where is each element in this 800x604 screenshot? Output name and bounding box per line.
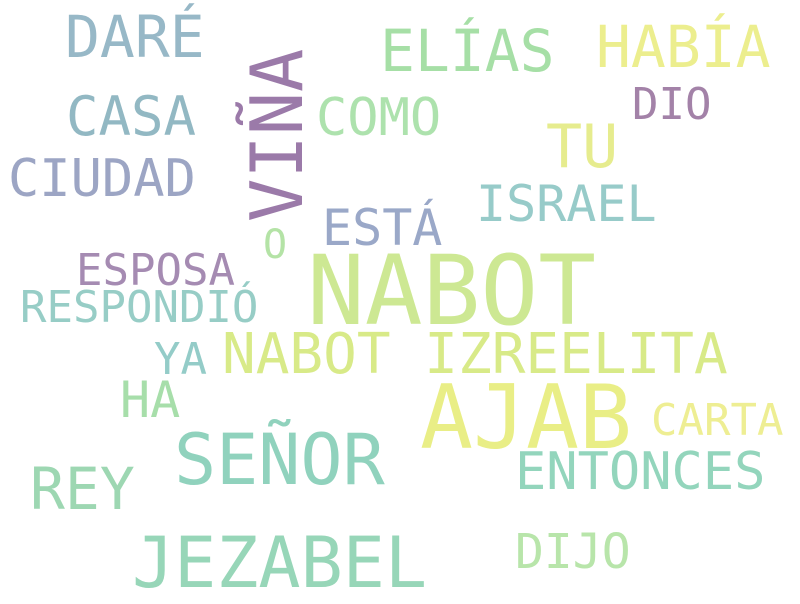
word-senor: SEÑOR <box>174 419 385 501</box>
word-ya: YA <box>154 334 207 385</box>
word-o: O <box>263 222 288 268</box>
word-dare: DARÉ <box>65 3 205 71</box>
word-jezabel: JEZABEL <box>132 522 428 604</box>
word-vina: VIÑA <box>235 48 319 222</box>
word-elias: ELÍAS <box>380 17 555 85</box>
word-carta: CARTA <box>651 395 784 446</box>
word-esposa: ESPOSA <box>76 245 235 296</box>
word-dio: DIO <box>632 79 712 130</box>
word-israel: ISRAEL <box>476 175 657 233</box>
word-esta: ESTÁ <box>322 199 443 257</box>
word-nabot-izreelita: NABOT IZREELITA <box>222 322 728 387</box>
word-nabot: NABOT <box>307 235 596 347</box>
word-entonces: ENTONCES <box>515 442 766 502</box>
word-rey: REY <box>30 455 135 523</box>
word-tu: TU <box>546 112 619 182</box>
word-casa: CASA <box>66 85 197 148</box>
word-ha: HA <box>120 371 181 429</box>
word-ciudad: CIUDAD <box>8 149 196 209</box>
word-como: COMO <box>316 88 442 148</box>
word-habia: HABÍA <box>596 13 771 81</box>
word-dijo: DIJO <box>515 524 631 580</box>
word-ajab: AJAB <box>420 366 632 469</box>
word-respondio: RESPONDIÓ <box>20 282 259 333</box>
